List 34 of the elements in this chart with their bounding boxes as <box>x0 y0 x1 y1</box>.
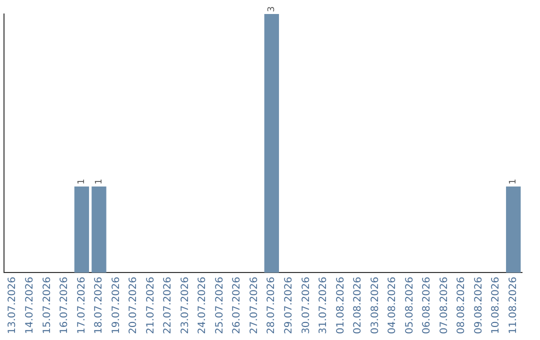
x-tick-label: 14.07.2026 <box>24 276 36 334</box>
x-tick-label: 13.07.2026 <box>7 276 18 334</box>
x-tick-label: 31.07.2026 <box>318 276 330 334</box>
data-label: 1 <box>77 178 88 184</box>
x-tick-label: 27.07.2026 <box>248 276 260 334</box>
data-label: 1 <box>508 178 519 184</box>
x-tick-label: 16.07.2026 <box>59 276 70 334</box>
x-tick-label: 08.08.2026 <box>456 276 468 334</box>
x-tick-label: 20.07.2026 <box>128 276 140 334</box>
x-tick-label: 26.07.2026 <box>232 276 243 334</box>
x-tick-label: 23.07.2026 <box>180 276 191 334</box>
x-tick-label: 06.08.2026 <box>422 276 433 334</box>
x-tick-label: 17.07.2026 <box>76 276 88 334</box>
x-tick-label: 09.08.2026 <box>473 276 484 334</box>
x-tick-label: 30.07.2026 <box>300 276 312 334</box>
x-tick-label: 05.08.2026 <box>404 276 416 334</box>
x-tick-label: 24.07.2026 <box>197 276 208 334</box>
x-tick-label: 03.08.2026 <box>370 276 381 334</box>
x-tick-label: 29.07.2026 <box>283 276 294 334</box>
x-tick-label: 01.08.2026 <box>335 276 346 334</box>
x-tick-label: 25.07.2026 <box>214 276 226 334</box>
x-tick-label: 15.07.2026 <box>42 276 53 334</box>
data-label: 1 <box>94 178 104 184</box>
x-tick-label: 02.08.2026 <box>352 276 364 334</box>
x-tick-label: 10.08.2026 <box>490 276 502 334</box>
x-tick-label: 28.07.2026 <box>266 276 278 334</box>
data-label: 3 <box>266 6 277 12</box>
x-tick-label: 07.08.2026 <box>438 276 450 334</box>
x-tick-label: 11.08.2026 <box>508 276 519 334</box>
x-tick-label: 04.08.2026 <box>387 276 398 334</box>
x-tick-label: 18.07.2026 <box>94 276 105 334</box>
x-tick-label: 22.07.2026 <box>162 276 174 334</box>
x-tick-label: 21.07.2026 <box>145 276 156 334</box>
x-tick-label: 19.07.2026 <box>110 276 122 334</box>
